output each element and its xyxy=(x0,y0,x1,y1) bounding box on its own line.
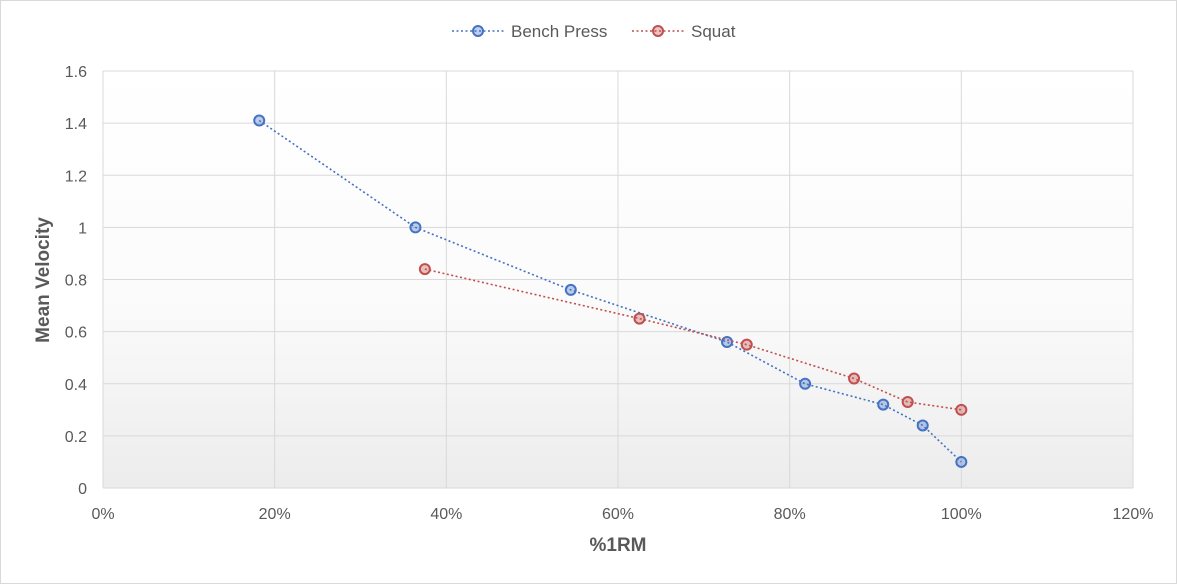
x-tick-label: 0% xyxy=(91,506,114,523)
y-tick-label: 0.4 xyxy=(65,377,87,394)
legend-label-bench-press: Bench Press xyxy=(511,22,607,41)
data-point-bench-press xyxy=(877,398,890,411)
data-point-bench-press xyxy=(564,283,577,296)
data-point-squat xyxy=(418,263,431,276)
data-point-squat xyxy=(955,403,968,416)
data-point-squat xyxy=(740,338,753,351)
series-squat xyxy=(418,263,968,416)
y-axis-ticks: 0 0.2 0.4 0.6 0.8 1 1.2 1.4 1.6 xyxy=(65,64,87,498)
y-tick-label: 1.2 xyxy=(65,168,87,185)
x-tick-label: 20% xyxy=(259,506,291,523)
series-bench-press xyxy=(253,114,968,468)
series-area xyxy=(253,114,968,468)
legend-marker-bench-press xyxy=(472,25,484,37)
legend-item-squat: Squat xyxy=(632,22,736,41)
legend-label-squat: Squat xyxy=(691,22,736,41)
y-axis-title: Mean Velocity xyxy=(33,217,54,343)
y-tick-label: 0 xyxy=(78,481,87,498)
series-line-bench-press xyxy=(258,119,962,463)
data-point-bench-press xyxy=(799,377,812,390)
legend-item-bench-press: Bench Press xyxy=(452,22,607,41)
y-tick-label: 0.8 xyxy=(65,273,87,290)
legend-marker-squat xyxy=(652,25,664,37)
x-tick-label: 80% xyxy=(774,506,806,523)
legend: Bench Press Squat xyxy=(452,22,736,41)
x-axis-title: %1RM xyxy=(589,535,646,556)
data-point-bench-press xyxy=(955,455,968,468)
data-point-squat xyxy=(901,395,914,408)
data-point-squat xyxy=(633,312,646,325)
y-tick-label: 1 xyxy=(78,220,87,237)
data-point-squat xyxy=(848,372,861,385)
x-tick-label: 60% xyxy=(602,506,634,523)
x-axis-ticks: 0% 20% 40% 60% 80% 100% 120% xyxy=(91,506,1153,523)
x-tick-label: 40% xyxy=(430,506,462,523)
data-point-bench-press xyxy=(253,114,266,127)
gridlines xyxy=(102,70,1134,489)
data-point-bench-press xyxy=(916,419,929,432)
y-tick-label: 1.4 xyxy=(65,116,87,133)
x-tick-label: 120% xyxy=(1113,506,1154,523)
x-tick-label: 100% xyxy=(941,506,982,523)
data-point-bench-press xyxy=(409,221,422,234)
y-tick-label: 1.6 xyxy=(65,64,87,81)
y-tick-label: 0.2 xyxy=(65,429,87,446)
y-tick-label: 0.6 xyxy=(65,325,87,342)
